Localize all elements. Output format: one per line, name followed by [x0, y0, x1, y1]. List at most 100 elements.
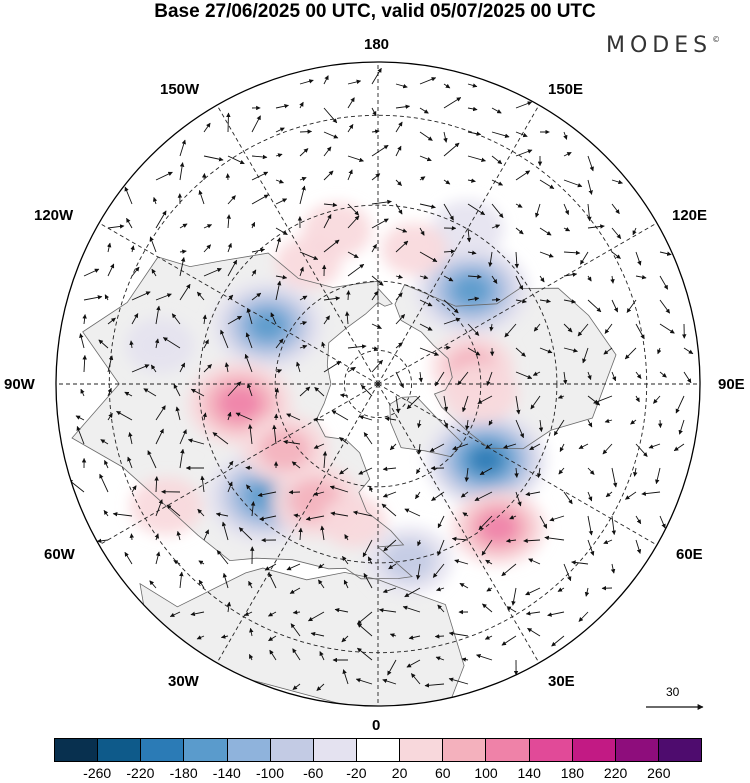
wind-vector: [149, 580, 157, 589]
wind-vector: [227, 259, 238, 277]
colorbar-cell: [227, 739, 271, 761]
wind-vector: [173, 560, 181, 565]
wind-vector: [563, 563, 572, 582]
wind-vector: [251, 269, 257, 277]
wind-vector: [330, 511, 349, 517]
wind-vector: [203, 339, 209, 349]
wind-vector: [107, 413, 113, 421]
wind-vector: [323, 361, 342, 373]
wind-vector: [511, 587, 517, 606]
wind-vector: [251, 171, 269, 181]
colorbar-cell: [658, 739, 702, 761]
wind-vector: [322, 451, 328, 469]
wind-vector: [415, 491, 421, 500]
wind-vector: [246, 383, 253, 397]
wind-vector: [657, 347, 662, 355]
wind-vector: [580, 251, 589, 265]
wind-vector: [404, 508, 421, 517]
wind-vector: [476, 654, 493, 661]
wind-vector: [587, 491, 593, 502]
wind-vector: [460, 491, 469, 498]
wind-vector: [436, 587, 445, 592]
wind-vector: [362, 539, 373, 558]
wind-vector: [179, 448, 185, 469]
wind-vector: [431, 491, 445, 501]
wind-vector: [395, 240, 409, 253]
colorbar-cell: [529, 739, 573, 761]
wind-vector: [203, 224, 213, 229]
wind-vector: [611, 179, 623, 185]
wind-vector: [334, 607, 349, 613]
wind-vector: [154, 338, 160, 349]
wind-vector: [360, 384, 373, 397]
wind-vector: [467, 203, 486, 216]
wind-vector: [488, 251, 493, 267]
coastline-0: [394, 284, 617, 450]
wind-vector: [443, 249, 456, 254]
wind-vector: [201, 173, 207, 181]
wind-vector: [563, 272, 578, 277]
colorbar-tick-label: 260: [647, 765, 671, 781]
wind-vector: [395, 371, 404, 389]
wind-vector: [371, 243, 377, 253]
wind-vector: [587, 275, 592, 282]
wind-vector: [443, 275, 454, 282]
wind-vector: [313, 443, 325, 449]
wind-vector: [559, 443, 565, 453]
wind-vector: [563, 151, 572, 157]
wind-vector: [489, 323, 494, 332]
wind-vector: [491, 155, 503, 165]
wind-vector: [292, 610, 301, 615]
wind-vector: [683, 371, 692, 384]
wind-vector: [452, 443, 469, 451]
wind-vector: [275, 103, 289, 109]
meridian-line: [216, 383, 379, 664]
wind-vector: [467, 296, 480, 302]
wind-vector: [176, 530, 181, 541]
wind-vector: [437, 515, 445, 529]
wind-vector: [313, 417, 325, 422]
wind-vector: [245, 465, 253, 471]
colorbar-cell: [400, 739, 444, 761]
lon-label-90w: 90W: [4, 376, 35, 393]
colorbar-tick-label: 140: [517, 765, 541, 781]
wind-vector: [417, 419, 422, 429]
anomaly-blob: [320, 495, 387, 548]
wind-vector: [539, 275, 545, 283]
wind-vector: [539, 347, 553, 354]
wind-vector: [246, 484, 253, 493]
wind-vector: [220, 634, 229, 639]
wind-vector: [578, 443, 589, 450]
brand-name: MODES: [606, 33, 713, 58]
wind-vector: [323, 214, 332, 229]
wind-vector: [587, 515, 594, 536]
wind-vector: [347, 169, 353, 181]
coastline-2: [71, 252, 413, 580]
wind-vector: [395, 104, 411, 109]
wind-vector: [264, 563, 277, 571]
wind-vector: [126, 217, 133, 229]
wind-vector: [539, 298, 551, 304]
wind-vector: [299, 344, 308, 350]
wind-vector: [378, 608, 397, 613]
wind-vector: [632, 227, 637, 236]
wind-vector: [515, 371, 533, 379]
wind-vector: [251, 194, 269, 205]
wind-vector: [429, 443, 445, 452]
wind-vector: [587, 224, 605, 229]
wind-vector: [626, 299, 637, 313]
wind-vector: [587, 299, 602, 313]
wind-vector: [457, 371, 469, 386]
colorbar-cell: [270, 739, 314, 761]
wind-vector: [212, 432, 229, 445]
wind-vector: [635, 395, 640, 403]
wind-vector: [275, 198, 288, 205]
wind-vector: [533, 323, 541, 332]
wind-vector: [486, 371, 493, 386]
wind-vector: [289, 587, 301, 594]
wind-vector: [491, 203, 504, 219]
wind-vector: [299, 321, 308, 326]
wind-vector: [515, 298, 527, 304]
wind-vector: [587, 467, 595, 475]
wind-vector: [563, 299, 577, 304]
